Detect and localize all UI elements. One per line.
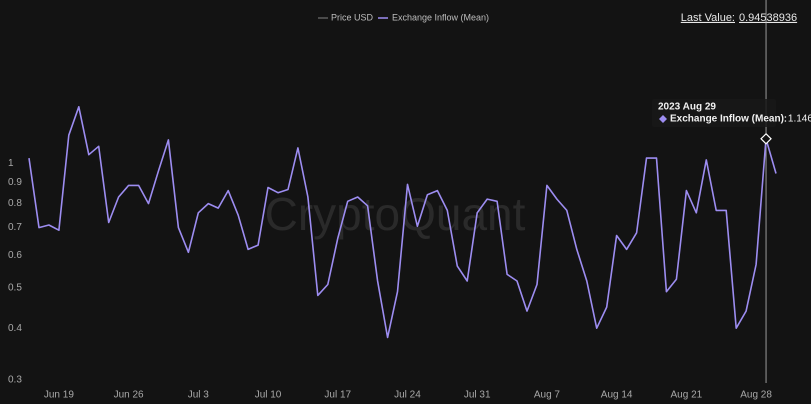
legend-entry[interactable]: Exchange Inflow (Mean) xyxy=(392,12,489,22)
x-tick-label: Aug 7 xyxy=(534,390,561,401)
x-tick-label: Aug 14 xyxy=(601,390,633,401)
x-tick-label: Jul 31 xyxy=(464,390,491,401)
x-tick-label: Jun 26 xyxy=(114,390,144,401)
x-tick-label: Jul 10 xyxy=(255,390,282,401)
tooltip-value: 1.146904 xyxy=(788,114,811,125)
tooltip-sep xyxy=(784,120,787,122)
tooltip-sep xyxy=(784,116,787,118)
x-tick-label: Jul 3 xyxy=(188,390,210,401)
tooltip-series: Exchange Inflow (Mean) xyxy=(670,114,784,125)
y-tick-label: 0.6 xyxy=(8,250,22,261)
tooltip-box xyxy=(652,99,776,127)
tooltip-swatch xyxy=(659,115,667,123)
x-tick-label: Jun 19 xyxy=(44,390,74,401)
y-tick-label: 1 xyxy=(8,158,14,169)
legend-entry[interactable]: Price USD xyxy=(331,12,374,22)
y-tick-label: 0.8 xyxy=(8,198,22,209)
hover-marker xyxy=(760,132,772,145)
last-value-label: Last Value: xyxy=(681,12,735,24)
y-tick-label: 0.3 xyxy=(8,375,22,386)
last-value: 0.94538936 xyxy=(739,12,797,24)
x-tick-label: Jul 24 xyxy=(394,390,421,401)
y-tick-label: 0.5 xyxy=(8,283,22,294)
watermark: CryptoQuant xyxy=(265,188,526,240)
y-tick-label: 0.7 xyxy=(8,222,22,233)
x-tick-label: Jul 17 xyxy=(324,390,351,401)
tooltip-title: 2023 Aug 29 xyxy=(658,102,716,113)
x-tick-label: Aug 28 xyxy=(740,390,772,401)
x-tick-label: Aug 21 xyxy=(671,390,703,401)
y-tick-label: 0.4 xyxy=(8,323,22,334)
data-line xyxy=(28,106,777,339)
y-tick-label: 0.9 xyxy=(8,177,22,188)
